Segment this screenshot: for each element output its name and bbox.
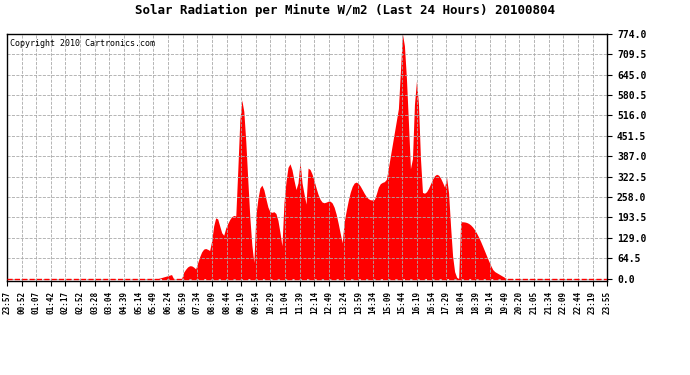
Text: Solar Radiation per Minute W/m2 (Last 24 Hours) 20100804: Solar Radiation per Minute W/m2 (Last 24…	[135, 4, 555, 17]
Text: Copyright 2010 Cartronics.com: Copyright 2010 Cartronics.com	[10, 39, 155, 48]
